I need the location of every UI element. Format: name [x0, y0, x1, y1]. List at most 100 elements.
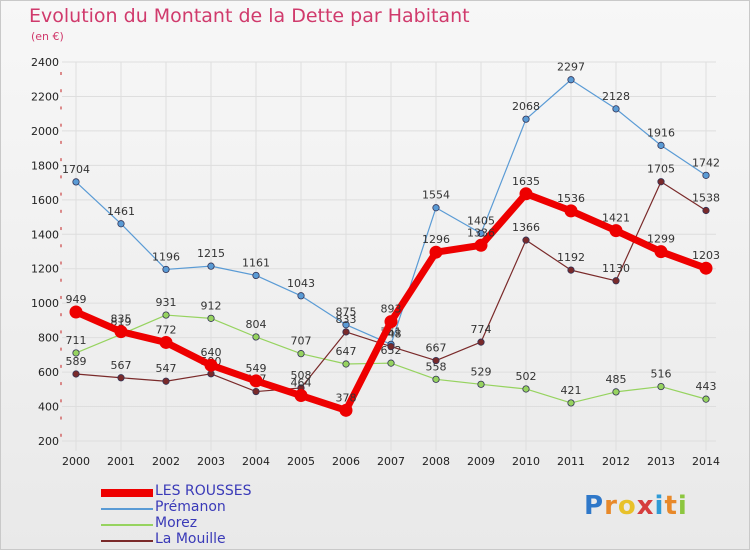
- x-tick-label: 2011: [557, 455, 585, 468]
- data-label: 1554: [422, 189, 450, 202]
- data-point: [159, 335, 173, 349]
- data-label: 1366: [512, 221, 540, 234]
- logo-letter: i: [654, 491, 665, 521]
- data-point: [207, 314, 215, 322]
- data-label: 1130: [602, 262, 630, 275]
- data-point: [432, 375, 440, 383]
- logo-letter: i: [677, 491, 688, 521]
- logo-letter: r: [604, 491, 618, 521]
- data-label: 949: [66, 293, 87, 306]
- data-label: 567: [111, 359, 132, 372]
- data-point: [477, 229, 485, 238]
- x-tick-label: 2005: [287, 455, 315, 468]
- data-label: 2068: [512, 100, 540, 113]
- data-point: [294, 389, 308, 403]
- data-label: 549: [246, 362, 267, 375]
- chart-unit-label: (en €): [31, 30, 64, 43]
- legend-swatch: [101, 524, 153, 526]
- logo-letter: o: [617, 491, 637, 521]
- data-label: 589: [66, 355, 87, 368]
- data-point: [474, 238, 488, 252]
- data-label: 1742: [692, 156, 720, 169]
- data-label: 1161: [242, 256, 270, 269]
- legend-label: Prémanon: [155, 499, 226, 515]
- logo-letter: t: [664, 491, 678, 521]
- data-label: 647: [336, 345, 357, 358]
- data-point: [117, 220, 125, 228]
- data-point: [432, 356, 440, 365]
- y-tick-label: 800: [38, 332, 59, 345]
- data-point: [72, 349, 80, 357]
- data-point: [477, 338, 485, 346]
- data-point: [162, 311, 170, 319]
- data-point: [342, 321, 350, 329]
- data-label: 707: [291, 335, 312, 348]
- data-label: 819: [111, 315, 132, 328]
- y-tick-label: 400: [38, 401, 59, 414]
- legend-label: Morez: [155, 515, 198, 531]
- data-label: 1203: [692, 249, 720, 262]
- data-point: [207, 262, 215, 270]
- data-label: 1421: [602, 212, 630, 225]
- data-label: 833: [336, 313, 357, 326]
- data-point: [657, 382, 665, 391]
- data-label: 772: [156, 323, 177, 336]
- data-point: [72, 178, 80, 186]
- logo-letter: x: [636, 491, 655, 521]
- data-label: 1196: [152, 250, 180, 263]
- x-tick-label: 2002: [152, 455, 180, 468]
- data-point: [522, 236, 530, 244]
- data-point: [567, 399, 575, 407]
- data-point: [429, 245, 443, 259]
- data-label: 443: [696, 380, 717, 393]
- data-label: 502: [516, 370, 537, 383]
- x-tick-label: 2008: [422, 455, 450, 468]
- data-point: [657, 178, 665, 186]
- data-point: [654, 245, 668, 259]
- data-point: [519, 187, 533, 201]
- data-label: 804: [246, 318, 267, 331]
- data-point: [612, 388, 620, 396]
- legend-label: La Mouille: [155, 531, 226, 547]
- data-point: [387, 359, 395, 367]
- data-point: [567, 266, 575, 274]
- data-point: [297, 292, 305, 300]
- legend-swatch: [101, 540, 153, 542]
- x-tick-label: 2003: [197, 455, 225, 468]
- data-label: 931: [156, 296, 177, 309]
- data-label: 711: [66, 334, 87, 347]
- legend-swatch: [101, 489, 153, 497]
- data-point: [699, 261, 713, 275]
- data-label: 1461: [107, 205, 135, 218]
- data-label: 1215: [197, 247, 225, 260]
- data-label: 912: [201, 299, 222, 312]
- data-point: [702, 206, 710, 215]
- data-label: 485: [606, 373, 627, 386]
- data-point: [612, 105, 620, 113]
- data-label: 774: [471, 323, 492, 336]
- data-label: 1635: [512, 175, 540, 188]
- legend-label: LES ROUSSES: [155, 483, 252, 499]
- data-label: 2128: [602, 90, 630, 103]
- x-tick-label: 2004: [242, 455, 270, 468]
- x-tick-label: 2009: [467, 455, 495, 468]
- data-point: [384, 315, 398, 329]
- data-label: 547: [156, 362, 177, 375]
- data-label: 1296: [422, 233, 450, 246]
- data-label: 1704: [62, 163, 90, 176]
- data-label: 667: [426, 342, 447, 355]
- data-label: 2297: [557, 61, 585, 74]
- data-point: [522, 115, 530, 123]
- data-point: [117, 374, 125, 382]
- y-tick-label: 1800: [31, 159, 59, 172]
- data-point: [162, 377, 170, 385]
- data-point: [339, 403, 353, 417]
- data-point: [252, 387, 260, 396]
- data-label: 516: [651, 368, 672, 381]
- data-point: [567, 76, 575, 84]
- data-point: [69, 305, 83, 319]
- data-point: [522, 385, 530, 393]
- y-tick-label: 200: [38, 435, 59, 448]
